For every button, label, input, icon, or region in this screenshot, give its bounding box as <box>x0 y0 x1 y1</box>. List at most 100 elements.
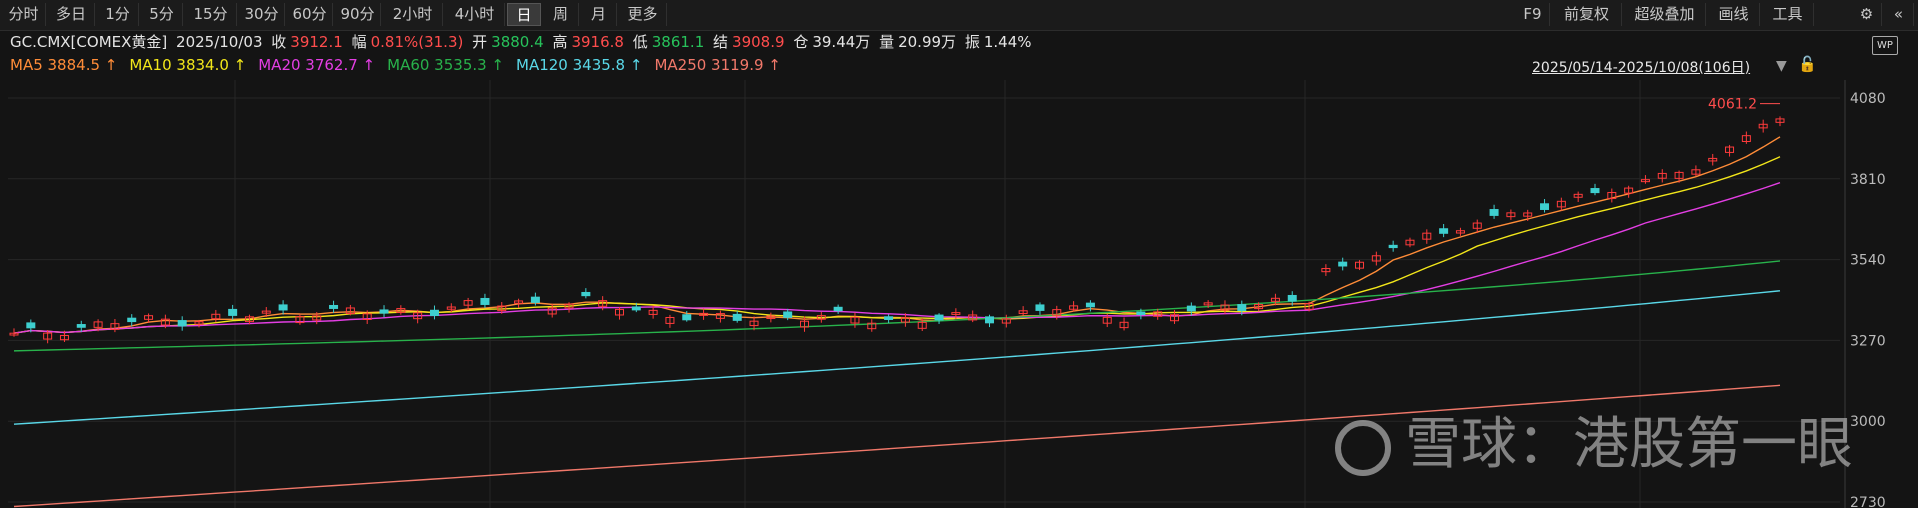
lock-icon[interactable]: 🔓 <box>1798 55 1817 73</box>
candle-body-73 <box>1237 304 1247 312</box>
candle-body-96 <box>1624 187 1634 194</box>
period-button-12[interactable]: 月 <box>581 3 617 26</box>
candle-body-3 <box>59 334 69 341</box>
quote-date: 2025/10/03 <box>176 33 263 51</box>
toolbar-item-4[interactable]: 工具 <box>1762 3 1814 26</box>
candle-body-93 <box>1573 193 1583 198</box>
candle-body-35 <box>598 300 608 307</box>
snowball-logo-icon <box>1335 419 1391 476</box>
candle-body-98 <box>1657 172 1667 179</box>
candle-body-49 <box>833 306 843 312</box>
candle-body-12 <box>211 313 221 320</box>
candle-body-40 <box>682 314 692 321</box>
range-dropdown-icon[interactable]: ▼ <box>1776 58 1787 74</box>
period-button-1[interactable]: 多日 <box>48 3 95 26</box>
candle-body-72 <box>1220 304 1230 311</box>
period-button-0[interactable]: 分时 <box>2 3 46 26</box>
period-button-6[interactable]: 60分 <box>287 3 333 26</box>
candle-body-90 <box>1523 212 1533 217</box>
candle-body-86 <box>1455 230 1465 234</box>
candle-body-9 <box>160 318 170 326</box>
candle-body-91 <box>1540 203 1550 210</box>
amplitude-label: 振 <box>964 33 980 51</box>
candle-body-102 <box>1725 146 1735 153</box>
candle-body-46 <box>783 311 793 318</box>
candle-body-21 <box>362 313 372 320</box>
candle-body-64 <box>1085 302 1095 308</box>
candle-body-36 <box>614 308 624 316</box>
ma-legend-ma5: MA5 3884.5 ↑ <box>10 56 118 74</box>
candle-body-1 <box>26 322 36 329</box>
candle-body-85 <box>1439 228 1449 234</box>
candle-body-83 <box>1405 239 1415 246</box>
candle-body-97 <box>1640 179 1650 183</box>
candle-body-52 <box>884 316 894 320</box>
candle-body-104 <box>1758 123 1768 129</box>
candle-body-69 <box>1170 314 1180 322</box>
toolbar-item-0[interactable]: F9 <box>1516 3 1550 26</box>
candle-body-84 <box>1422 232 1432 240</box>
candle-body-68 <box>1153 311 1163 317</box>
candle-body-60 <box>1018 310 1028 315</box>
symbol: GC.CMX[COMEX黄金] <box>10 33 168 51</box>
y-tick-4: 3000 <box>1850 414 1886 430</box>
candle-body-66 <box>1119 321 1129 329</box>
period-button-13[interactable]: 更多 <box>619 3 667 26</box>
candle-body-22 <box>379 309 389 314</box>
toolbar-item-3[interactable]: 画线 <box>1708 3 1760 26</box>
period-button-2[interactable]: 1分 <box>97 3 139 26</box>
ma-legend-ma20: MA20 3762.7 ↑ <box>258 56 376 74</box>
ma-line-ma250 <box>13 384 1781 508</box>
candlestick-chart: 4080 3810 3540 3270 3000 2730 4061.2 <box>8 80 1886 508</box>
candle-body-55 <box>934 314 944 321</box>
period-button-9[interactable]: 4小时 <box>445 3 505 26</box>
volume-value: 20.99万 <box>898 33 957 51</box>
candle-body-87 <box>1472 222 1482 229</box>
candle-body-11 <box>194 321 204 325</box>
ma-line-ma120 <box>13 290 1781 425</box>
settle-value: 3908.9 <box>732 33 785 51</box>
candle-body-95 <box>1607 192 1617 199</box>
candle-body-18 <box>312 315 322 321</box>
period-button-8[interactable]: 2小时 <box>383 3 443 26</box>
period-button-5[interactable]: 30分 <box>239 3 285 26</box>
candle-body-8 <box>144 315 154 320</box>
candle-body-30 <box>514 300 524 304</box>
period-button-3[interactable]: 5分 <box>141 3 183 26</box>
candle-body-89 <box>1506 212 1516 218</box>
candle-body-105 <box>1775 118 1785 123</box>
candle-body-59 <box>1001 318 1011 324</box>
candle-body-2 <box>43 332 53 340</box>
ma-line-ma10 <box>13 156 1781 334</box>
toolbar-item-1[interactable]: 前复权 <box>1552 3 1622 26</box>
settings-icon[interactable]: ⚙ <box>1852 3 1882 26</box>
collapse-icon[interactable]: « <box>1884 3 1914 26</box>
candle-body-27 <box>463 300 473 306</box>
ma-legend-ma60: MA60 3535.3 ↑ <box>387 56 505 74</box>
candle-body-45 <box>766 315 776 320</box>
candle-body-92 <box>1556 200 1566 208</box>
candle-body-26 <box>446 306 456 310</box>
period-button-10[interactable]: 日 <box>507 3 541 26</box>
high-value: 3916.8 <box>571 33 624 51</box>
toolbar-item-2[interactable]: 超级叠加 <box>1624 3 1706 26</box>
period-button-7[interactable]: 90分 <box>335 3 381 26</box>
window-mode-icon[interactable]: WP <box>1872 36 1898 55</box>
oi-label: 仓 <box>793 33 809 51</box>
period-button-4[interactable]: 15分 <box>185 3 237 26</box>
candle-body-51 <box>867 322 877 330</box>
period-toolbar: 分时 多日 1分 5分 15分 30分 60分 90分 2小时 4小时日周月更多 F9 前复权 超级叠加… <box>0 0 1918 31</box>
period-button-11[interactable]: 周 <box>543 3 579 26</box>
candle-body-38 <box>648 309 658 315</box>
y-tick-1: 3810 <box>1850 172 1886 188</box>
candle-body-24 <box>413 312 423 320</box>
date-range[interactable]: 2025/05/14-2025/10/08(106日) <box>1532 60 1751 76</box>
candle-body-29 <box>497 305 507 312</box>
change-value: 0.81%(31.3) <box>370 33 464 51</box>
candle-body-33 <box>564 303 574 309</box>
candle-body-25 <box>429 309 439 316</box>
candle-body-13 <box>228 308 238 316</box>
amplitude-value: 1.44% <box>983 33 1032 51</box>
open-label: 开 <box>472 33 488 51</box>
close-value: 3912.1 <box>290 33 343 51</box>
